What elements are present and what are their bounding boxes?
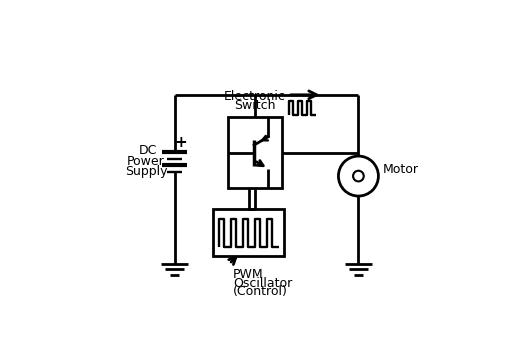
Text: PWM: PWM — [233, 268, 264, 281]
Text: Supply: Supply — [125, 165, 167, 178]
Text: Motor: Motor — [383, 163, 419, 176]
Text: Switch: Switch — [235, 99, 276, 112]
Text: Power: Power — [127, 155, 165, 168]
Bar — [228, 117, 282, 188]
Bar — [213, 209, 284, 256]
Text: Electronic: Electronic — [224, 90, 286, 103]
Text: +: + — [174, 135, 187, 150]
Text: DC: DC — [139, 144, 157, 157]
Text: (Control): (Control) — [233, 285, 288, 298]
Text: Oscillator: Oscillator — [233, 277, 292, 290]
